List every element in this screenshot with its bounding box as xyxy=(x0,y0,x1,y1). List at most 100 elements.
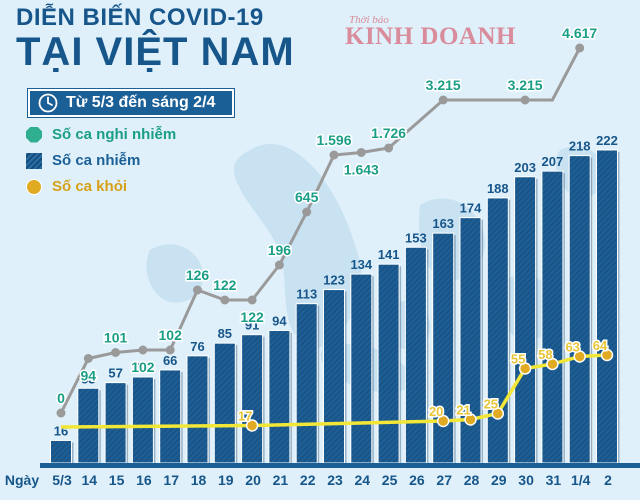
suspected-point xyxy=(438,95,448,105)
suspected-value-label: 1.726 xyxy=(371,125,406,141)
suspected-point xyxy=(575,43,585,53)
bar xyxy=(541,170,564,464)
bar xyxy=(131,376,154,464)
bar xyxy=(568,155,591,464)
x-tick-label: 1/4 xyxy=(571,472,591,488)
suspected-point xyxy=(520,95,530,105)
suspected-value-label: 122 xyxy=(213,277,237,293)
suspected-value-label: 0 xyxy=(57,390,65,406)
suspected-value-label: 101 xyxy=(104,330,128,346)
bar-value-label: 85 xyxy=(218,326,232,341)
x-tick-label: 16 xyxy=(136,472,152,488)
legend-item-recovered: Số ca khỏi xyxy=(26,178,127,195)
bar-value-label: 203 xyxy=(514,160,536,175)
bar-value-label: 76 xyxy=(190,339,204,354)
x-tick-label: 26 xyxy=(409,472,425,488)
period-banner: Từ 5/3 đến sáng 2/4 xyxy=(28,89,234,117)
legend-label-suspected: Số ca nghi nhiễm xyxy=(52,126,177,143)
bar xyxy=(268,329,291,464)
suspected-point xyxy=(193,285,202,295)
x-tick-label: 17 xyxy=(163,472,179,488)
suspected-value-label: 1.596 xyxy=(316,132,351,148)
bar-value-label: 153 xyxy=(405,230,427,245)
brand-watermark: Thời báo KINH DOANH xyxy=(345,14,516,50)
bar xyxy=(241,334,264,464)
bar-value-label: 66 xyxy=(163,353,177,368)
x-tick-label: 28 xyxy=(464,472,480,488)
bar xyxy=(377,263,400,464)
suspected-point xyxy=(302,207,312,217)
recovered-point xyxy=(436,414,450,428)
suspected-point xyxy=(247,295,257,305)
bar-value-label: 123 xyxy=(323,273,345,288)
x-tick-label: 2 xyxy=(604,472,612,488)
suspected-value-label: 196 xyxy=(268,242,292,258)
bar-value-label: 53 xyxy=(81,371,95,386)
bar xyxy=(213,342,236,464)
bar-value-label: 57 xyxy=(108,366,122,381)
x-tick-label: 18 xyxy=(191,472,207,488)
legend-label-infected: Số ca nhiễm xyxy=(52,152,141,169)
bar xyxy=(350,273,373,464)
x-tick-label: 30 xyxy=(518,472,534,488)
bar-value-label: 222 xyxy=(596,133,618,148)
suspected-value-label: 94 xyxy=(81,367,97,383)
recovered-value-label: 21 xyxy=(456,403,470,418)
suspected-point xyxy=(111,348,121,357)
recovered-point xyxy=(600,348,614,362)
x-tick-label: 25 xyxy=(382,472,398,488)
bar-value-label: 207 xyxy=(542,154,564,169)
chart-title-line-1: DIỄN BIẾN COVID-19 xyxy=(16,4,264,31)
recovered-value-label: 58 xyxy=(538,347,552,362)
suspected-point xyxy=(356,147,366,157)
suspected-point xyxy=(274,260,284,270)
bar xyxy=(459,217,482,464)
bar xyxy=(323,289,345,464)
bar xyxy=(514,176,537,464)
recovered-value-label: 25 xyxy=(484,397,498,412)
recovered-value-label: 64 xyxy=(593,338,608,353)
suspected-point xyxy=(220,295,230,305)
suspected-point xyxy=(56,408,66,418)
x-axis-title: Ngày xyxy=(5,472,39,488)
bar xyxy=(104,382,127,464)
recovered-point xyxy=(518,362,532,375)
recovered-value-label: 17 xyxy=(238,409,252,424)
suspected-value-label: 102 xyxy=(159,327,183,343)
suspected-point xyxy=(138,345,148,355)
bar-value-label: 61 xyxy=(136,360,150,375)
x-tick-label: 29 xyxy=(491,472,507,488)
legend-swatch-suspected xyxy=(26,126,42,143)
suspected-point xyxy=(384,143,394,153)
bar-value-label: 141 xyxy=(378,247,400,262)
suspected-value-label: 3.215 xyxy=(426,77,461,93)
brand-name: KINH DOANH xyxy=(345,23,516,50)
bar xyxy=(159,369,182,464)
bar-value-label: 188 xyxy=(487,181,509,196)
x-tick-label: 21 xyxy=(273,472,289,488)
suspected-value-label: 1.643 xyxy=(344,161,379,177)
suspected-value-label: 645 xyxy=(295,189,319,205)
bar-value-label: 163 xyxy=(432,216,454,231)
bar xyxy=(596,149,618,464)
clock-icon xyxy=(38,93,58,113)
bar-value-label: 174 xyxy=(460,201,482,216)
bar xyxy=(432,232,455,464)
recovered-point xyxy=(464,413,477,426)
bar-value-label: 218 xyxy=(569,139,591,154)
bar xyxy=(186,355,209,464)
chart-title-line-2: TẠI VIỆT NAM xyxy=(16,30,295,74)
bar-value-label: 113 xyxy=(296,287,317,302)
bar-value-label: 94 xyxy=(272,313,287,328)
x-tick-label: 24 xyxy=(355,472,371,488)
recovered-point xyxy=(573,350,586,363)
bar xyxy=(50,439,72,464)
x-tick-label: 23 xyxy=(327,472,343,488)
suspected-value-label: 102 xyxy=(131,359,155,375)
suspected-value-label: 3.215 xyxy=(508,77,543,93)
bar xyxy=(404,246,427,464)
legend-item-infected: Số ca nhiễm xyxy=(26,152,140,169)
recovered-value-label: 55 xyxy=(511,352,525,367)
suspected-point xyxy=(165,345,175,355)
